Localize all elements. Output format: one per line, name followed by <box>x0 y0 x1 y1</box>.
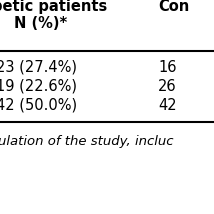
Text: 42 (50.0%): 42 (50.0%) <box>0 98 77 113</box>
Text: 19 (22.6%): 19 (22.6%) <box>0 79 77 94</box>
Text: 23 (27.4%): 23 (27.4%) <box>0 59 77 74</box>
Text: Con: Con <box>158 0 189 14</box>
Text: 42: 42 <box>158 98 177 113</box>
Text: 16: 16 <box>158 59 177 74</box>
Text: 26: 26 <box>158 79 177 94</box>
Text: betic patients: betic patients <box>0 0 107 14</box>
Text: N (%)*: N (%)* <box>14 16 67 31</box>
Text: ulation of the study, incluc: ulation of the study, incluc <box>0 135 174 149</box>
